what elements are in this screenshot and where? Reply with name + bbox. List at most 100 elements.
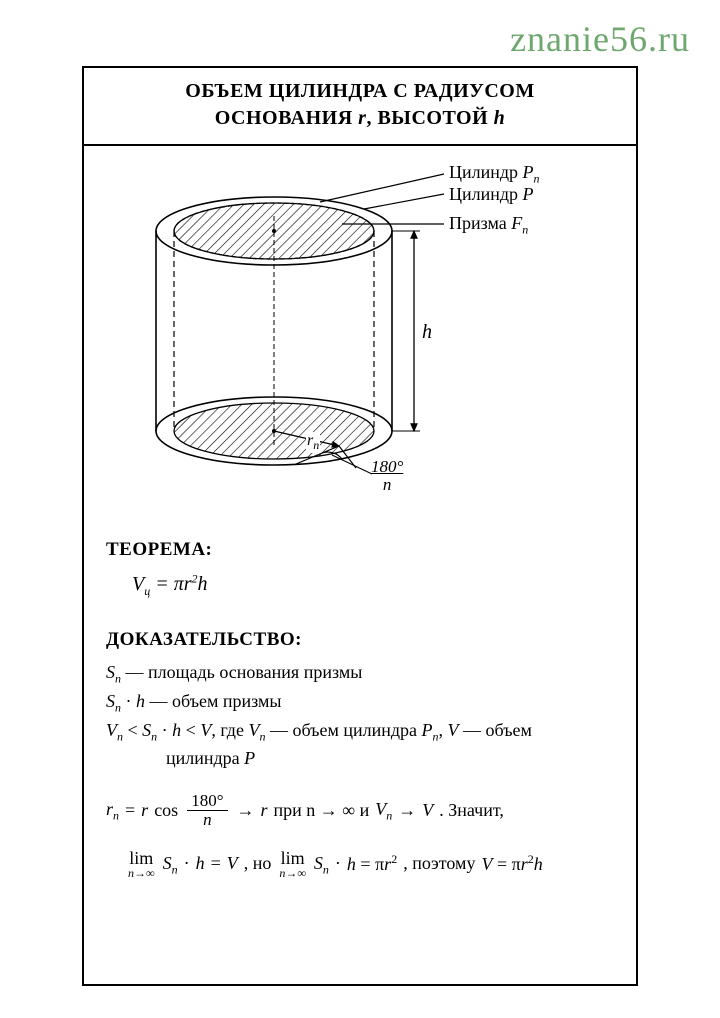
p2-c: — объем призмы	[145, 691, 282, 711]
th-r: r	[184, 573, 192, 595]
th-v: V	[132, 573, 144, 595]
watermark: znanie56.ru	[510, 18, 690, 60]
p5-sn: S	[163, 853, 172, 873]
p5-sq: 2	[391, 852, 397, 866]
label-angle-frac: 180° n	[364, 458, 410, 494]
proof-line-2: Sn · h — объем призмы	[106, 688, 618, 717]
p4-t1: при n → ∞ и	[274, 797, 370, 824]
p5-sn-sub: n	[172, 862, 178, 876]
title-line-2: ОСНОВАНИЯ r, ВЫСОТОЙ h	[98, 105, 622, 132]
label-h: h	[422, 321, 432, 344]
title-h: h	[494, 107, 506, 129]
proof-line-4: r n = r cos 180° n → r при n → ∞ и Vn → V…	[106, 792, 618, 829]
p5-h3: h	[534, 854, 543, 874]
p4-vn: V	[375, 799, 386, 819]
lbl-pn-b: P	[523, 162, 534, 182]
theorem-formula: Vц = πr2h	[132, 570, 618, 600]
lbl-fn-sub: n	[522, 223, 528, 237]
title-box: ОБЪЕМ ЦИЛИНДРА С РАДИУСОМ ОСНОВАНИЯ r, В…	[84, 68, 636, 146]
p1-b: — площадь основания призмы	[121, 662, 362, 682]
p5-h: h	[196, 850, 205, 877]
p5-d1: ·	[184, 850, 190, 877]
p3-v: V	[200, 720, 211, 740]
p5-t1: , но	[244, 850, 272, 877]
lbl-p-b: P	[523, 184, 534, 204]
label-rn: rn	[306, 432, 320, 453]
p3-t1: — объем цилиндра	[265, 720, 421, 740]
p4-num: 180°	[187, 792, 227, 811]
title-2b: , ВЫСОТОЙ	[366, 107, 493, 129]
p3-vn2: V	[248, 720, 259, 740]
lbl-fn-b: F	[511, 213, 522, 233]
lbl-fn-a: Призма	[449, 213, 511, 233]
p5-lim2: lim n→∞	[279, 849, 306, 879]
label-cylinder-pn: Цилиндр Pn	[449, 162, 540, 187]
proof-line-1: Sn — площадь основания призмы	[106, 659, 618, 688]
lbl-pn-sub: n	[534, 172, 540, 186]
p5-sn2: S	[314, 853, 323, 873]
angle-num: 180°	[367, 458, 407, 476]
cylinder-svg	[84, 146, 640, 516]
diagram: Цилиндр Pn Цилиндр P Призма Fn h rn 180°…	[84, 146, 636, 516]
label-cylinder-p: Цилиндр P	[449, 184, 534, 205]
p3b-p: P	[244, 748, 255, 768]
p3-dot: ·	[157, 720, 172, 740]
p5-r2: r	[521, 854, 528, 874]
p3b-a: цилиндра	[166, 748, 244, 768]
title-line-1: ОБЪЕМ ЦИЛИНДРА С РАДИУСОМ	[98, 78, 622, 105]
p4-eq: =	[125, 797, 135, 824]
proof-line-3b: цилиндра P	[166, 745, 618, 772]
p4-vv: V	[422, 797, 433, 824]
p4-rr: r	[261, 797, 268, 824]
p4-cos: cos	[154, 797, 178, 824]
theorem-head: ТЕОРЕМА:	[106, 536, 618, 564]
p5-lim1-b: n→∞	[128, 867, 155, 879]
proof-line-3: Vn < Sn · h < V, где Vn — объем цилиндра…	[106, 717, 618, 746]
p2-dot: ·	[121, 691, 136, 711]
p3-where: , где	[211, 720, 248, 740]
proof-head: ДОКАЗАТЕЛЬСТВО:	[106, 626, 618, 654]
p5-vf: V	[481, 854, 492, 874]
p4-r: r	[141, 797, 148, 824]
p3-t2: — объем	[459, 720, 532, 740]
p4-t2: . Значит,	[439, 797, 504, 824]
p3-h: h	[172, 720, 181, 740]
p5-eq1: =	[211, 850, 221, 877]
p3-lt2: <	[181, 720, 200, 740]
p4-frac: 180° n	[187, 792, 227, 829]
angle-den: n	[379, 476, 396, 494]
p1-s: S	[106, 662, 115, 682]
lbl-p-a: Цилиндр	[449, 184, 523, 204]
p3-sn: S	[142, 720, 151, 740]
p4-rn: r	[106, 799, 113, 819]
p4-a2: →	[398, 797, 416, 824]
lbl-r-sub: n	[313, 438, 319, 452]
p5-v: V	[227, 850, 238, 877]
p5-h2: h	[347, 854, 356, 874]
p3-pn: P	[422, 720, 433, 740]
page-frame: ОБЪЕМ ЦИЛИНДРА С РАДИУСОМ ОСНОВАНИЯ r, В…	[82, 66, 638, 986]
title-2a: ОСНОВАНИЯ	[215, 107, 358, 129]
text-block: ТЕОРЕМА: Vц = πr2h ДОКАЗАТЕЛЬСТВО: Sn — …	[84, 536, 636, 879]
th-eq: = π	[150, 573, 184, 595]
p2-s: S	[106, 691, 115, 711]
p5-sn2-sub: n	[323, 862, 329, 876]
p5-lim2-b: n→∞	[279, 867, 306, 879]
p5-eq2: = π	[356, 854, 384, 874]
p4-vn-sub: n	[386, 809, 392, 823]
label-prism-fn: Призма Fn	[449, 213, 528, 238]
p3-c: ,	[439, 720, 448, 740]
p5-lim1-t: lim	[129, 849, 153, 867]
p5-d2: ·	[335, 850, 341, 877]
proof-line-5: lim n→∞ Sn · h = V , но lim n→∞ Sn · h =…	[126, 849, 618, 879]
p3-vn: V	[106, 720, 117, 740]
p5-t2: , поэтому	[403, 850, 475, 877]
p5-lim1: lim n→∞	[128, 849, 155, 879]
lbl-pn-a: Цилиндр	[449, 162, 523, 182]
p4-a1: →	[237, 797, 255, 824]
p4-den: n	[199, 811, 216, 829]
p5-eq3: = π	[492, 854, 520, 874]
p3-lt1: <	[123, 720, 142, 740]
p2-h: h	[136, 691, 145, 711]
p5-lim2-t: lim	[281, 849, 305, 867]
